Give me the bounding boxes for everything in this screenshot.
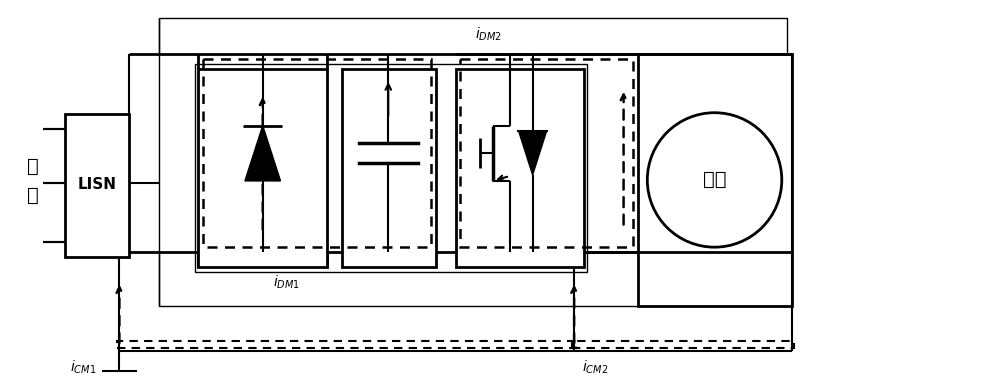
Bar [159,18,787,307]
Text: 网: 网 [27,186,39,205]
Text: $i_{CM1}$: $i_{CM1}$ [70,359,96,376]
Bar [460,59,633,247]
Bar [65,114,129,257]
Bar [195,64,587,272]
Bar [572,341,794,348]
Bar [198,69,327,267]
Bar [638,54,792,307]
Text: LISN: LISN [78,177,117,192]
Text: 电机: 电机 [703,171,726,190]
Bar [342,69,436,267]
Polygon shape [245,125,281,181]
Text: $i_{DM1}$: $i_{DM1}$ [273,274,300,291]
Text: $i_{DM2}$: $i_{DM2}$ [475,25,502,43]
Bar [203,59,431,247]
Text: $i_{CM2}$: $i_{CM2}$ [582,359,608,376]
Circle shape [647,113,782,247]
Bar [117,341,576,348]
Bar [456,69,584,267]
Polygon shape [519,131,546,175]
Text: 电: 电 [27,157,39,176]
